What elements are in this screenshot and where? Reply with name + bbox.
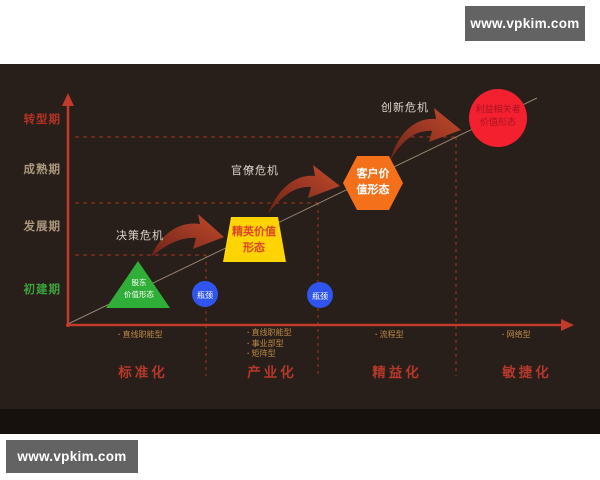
decision-crisis-label: 决策危机 [116, 230, 164, 242]
org-type-item: 矩阵型 [247, 349, 292, 360]
watermark-badge-bottom: www.vpkim.com [6, 440, 138, 473]
elite-value-form-label: 精英价值 形态 [222, 224, 286, 256]
bureaucracy-crisis-label: 官僚危机 [231, 165, 279, 177]
label-line-2: 价值形态 [479, 117, 516, 127]
org-types-lean: 流程型 [375, 330, 404, 341]
label-line-2: 价值形态 [124, 290, 154, 299]
crisis-arrows [151, 108, 461, 257]
org-type-item: 网络型 [502, 330, 531, 341]
phase-label-agile: 敏捷化 [502, 365, 552, 380]
label-line-1: 股东 [131, 278, 147, 287]
stage-label-develop: 发展期 [23, 221, 61, 233]
org-types-standardization: 直线职能型 [118, 330, 163, 341]
label-line-2: 形态 [243, 242, 265, 254]
phase-label-lean: 精益化 [372, 365, 422, 380]
org-type-item: 事业部型 [247, 339, 292, 350]
shareholder-triangle [106, 261, 170, 308]
bureaucracy-crisis-arrow [268, 165, 340, 214]
label-line-1: 利益相关者 [475, 104, 521, 114]
slide-bottom-band [0, 409, 600, 434]
y-axis-arrowhead [62, 93, 74, 106]
org-types-agile: 网络型 [502, 330, 531, 341]
stakeholder-value-form-label: 利益相关者 价值形态 [464, 103, 532, 129]
bottleneck-label-1: 瓶颈 [197, 291, 213, 300]
stage-label-mature: 成熟期 [23, 164, 61, 176]
x-axis-arrowhead [561, 319, 574, 331]
watermark-text: www.vpkim.com [470, 16, 580, 31]
innovation-crisis-arrow [390, 108, 461, 161]
bottleneck-circle-1 [192, 281, 218, 307]
phase-label-industrialization: 产业化 [247, 365, 297, 380]
stage-label-transform: 转型期 [23, 114, 61, 126]
stakeholder-circle [469, 89, 527, 147]
customer-value-form-label: 客户价 值形态 [343, 166, 403, 198]
elite-trapezoid [223, 217, 286, 262]
label-line-1: 精英价值 [232, 226, 276, 238]
decision-crisis-arrow [151, 214, 224, 257]
axes [66, 104, 563, 327]
org-type-item: 直线职能型 [118, 330, 163, 341]
bottleneck-label-2: 瓶颈 [312, 292, 328, 301]
watermark-badge-top: www.vpkim.com [465, 6, 585, 41]
phase-label-standardization: 标准化 [118, 365, 168, 380]
shareholder-value-form-label: 股东 价值形态 [107, 277, 171, 301]
stage-label-initial: 初建期 [23, 284, 61, 296]
label-line-2: 值形态 [356, 184, 390, 196]
label-line-1: 客户价 [356, 168, 390, 180]
customer-hexagon [343, 156, 403, 210]
bottleneck-circle-2 [307, 282, 333, 308]
org-type-item: 流程型 [375, 330, 404, 341]
watermark-text: www.vpkim.com [17, 449, 127, 464]
org-type-item: 直线职能型 [247, 328, 292, 339]
org-types-industrialization: 直线职能型 事业部型 矩阵型 [247, 328, 292, 360]
innovation-crisis-label: 创新危机 [381, 102, 429, 114]
